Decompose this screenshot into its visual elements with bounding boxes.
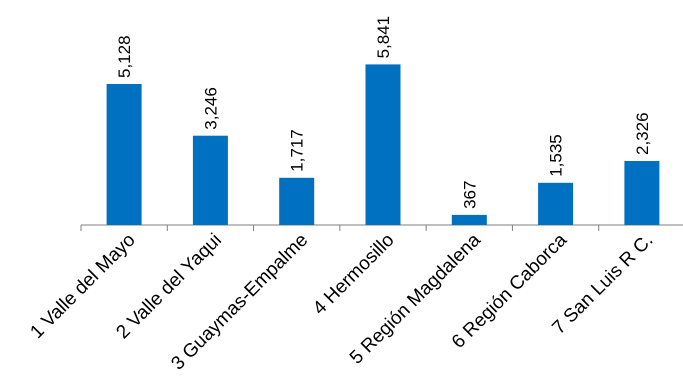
data-label: 367 [460,181,479,209]
bar [624,161,660,225]
data-label: 5,841 [374,16,393,59]
bar [279,177,315,225]
data-label: 2,326 [633,112,652,155]
category-label: 4 Hermosillo [309,230,399,320]
data-label: 1,535 [547,134,566,177]
data-labels: 5,128 3,246 1,717 5,841 367 1,535 2,326 [115,16,652,209]
bar [538,182,574,225]
bar [192,135,228,225]
bar [451,214,487,225]
bar [365,64,401,226]
data-label: 1,717 [288,129,307,172]
data-label: 5,128 [115,35,134,78]
bars [106,64,660,226]
bar [106,84,142,225]
x-axis-ticks [80,225,600,231]
data-label: 3,246 [201,87,220,130]
